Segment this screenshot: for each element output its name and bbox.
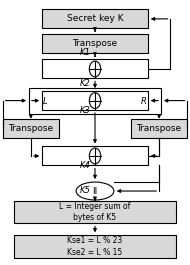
Ellipse shape xyxy=(76,182,114,200)
Text: L = Integer sum of
bytes of K5: L = Integer sum of bytes of K5 xyxy=(59,202,131,222)
Text: K5: K5 xyxy=(80,186,91,195)
Text: K2: K2 xyxy=(80,79,91,88)
Text: Secret key K: Secret key K xyxy=(67,14,123,23)
Bar xyxy=(42,147,148,165)
Text: Kse1 = L % 23
Kse2 = L % 15: Kse1 = L % 23 Kse2 = L % 15 xyxy=(67,236,123,257)
Bar xyxy=(131,119,187,138)
Text: Transpose: Transpose xyxy=(72,39,118,48)
Bar xyxy=(29,88,161,113)
Bar xyxy=(14,235,176,258)
Text: II: II xyxy=(92,187,98,196)
Bar xyxy=(42,59,148,78)
Text: K4: K4 xyxy=(80,161,91,170)
Text: K1: K1 xyxy=(80,48,91,57)
Bar xyxy=(14,201,176,223)
Text: Transpose: Transpose xyxy=(137,124,182,133)
Text: Transpose: Transpose xyxy=(8,124,53,133)
Bar xyxy=(42,34,148,54)
Bar xyxy=(42,9,148,28)
Text: R: R xyxy=(141,97,147,106)
Text: K3: K3 xyxy=(80,106,91,115)
Text: L: L xyxy=(43,97,48,106)
Bar xyxy=(3,119,59,138)
Bar xyxy=(42,91,148,110)
